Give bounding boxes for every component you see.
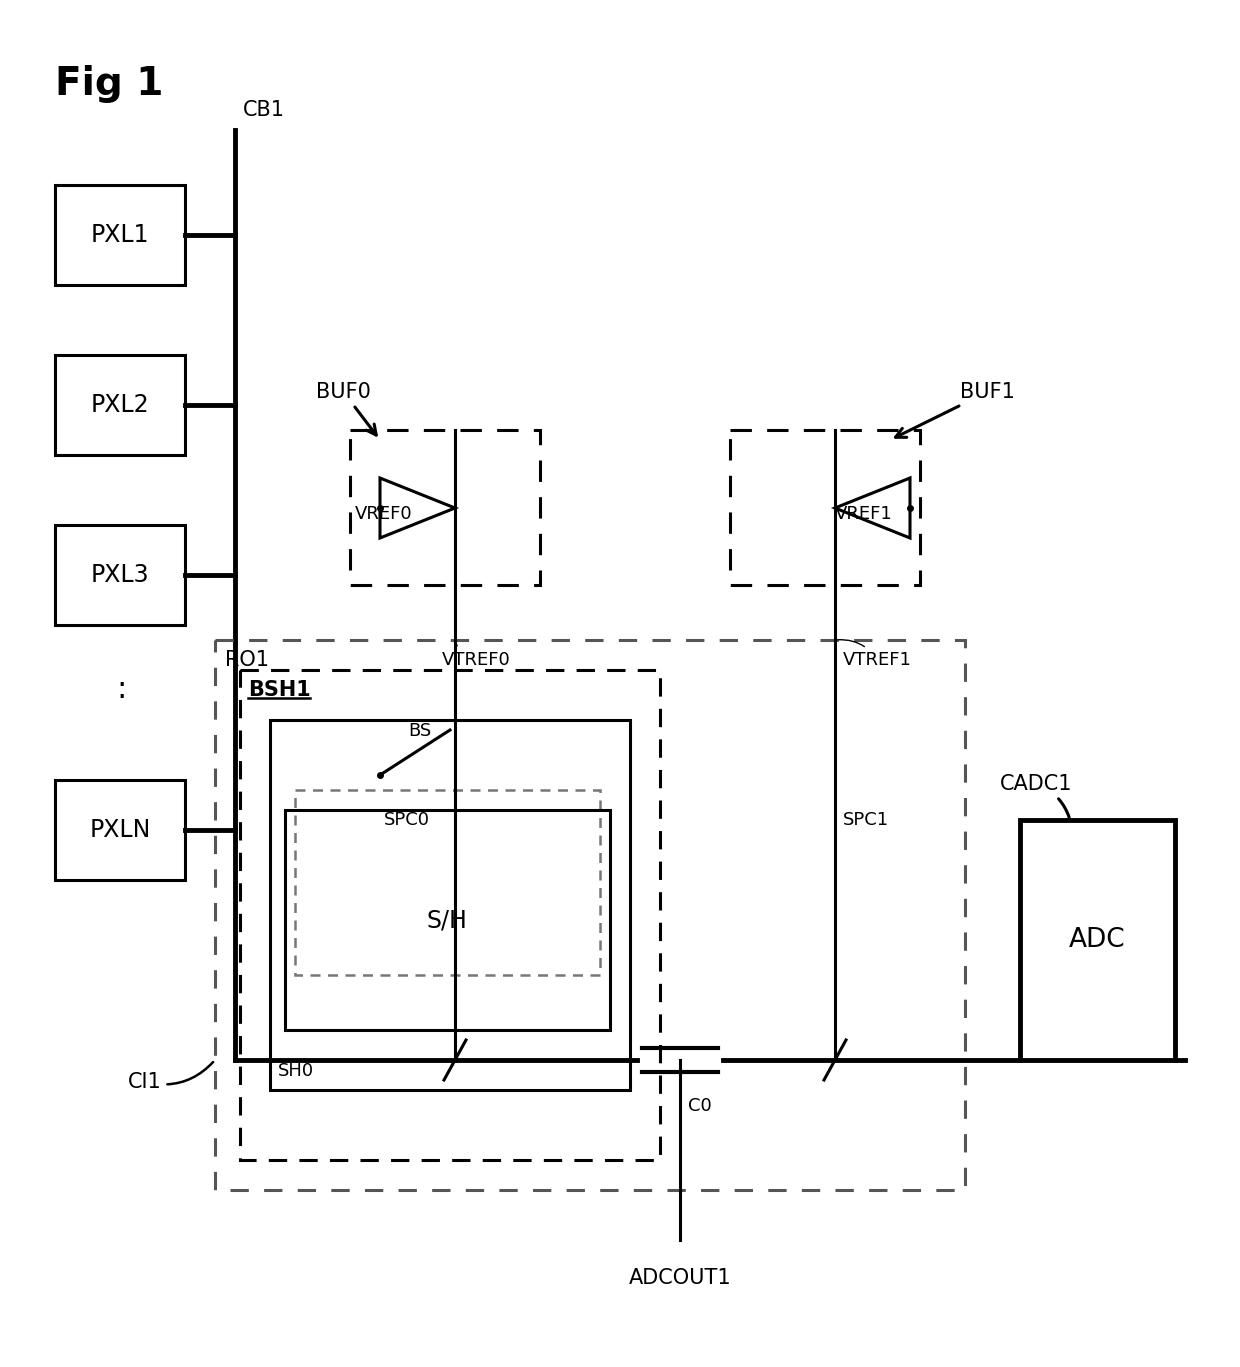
- Bar: [55, 781, 185, 880]
- Text: BSH1: BSH1: [248, 679, 311, 700]
- Text: SPC1: SPC1: [843, 811, 889, 828]
- Bar: [55, 185, 185, 284]
- Text: ADC: ADC: [1069, 927, 1126, 953]
- Text: BS: BS: [408, 722, 432, 740]
- Text: VTREF0: VTREF0: [441, 642, 511, 668]
- Text: CI1: CI1: [128, 1062, 213, 1092]
- Text: Fig 1: Fig 1: [55, 66, 164, 103]
- Bar: [350, 431, 539, 585]
- Text: PXLN: PXLN: [89, 817, 151, 842]
- Text: RO1: RO1: [224, 649, 269, 670]
- Text: PXL1: PXL1: [91, 223, 149, 247]
- Text: BUF1: BUF1: [895, 381, 1014, 437]
- Text: PXL2: PXL2: [91, 392, 149, 417]
- Text: VREF1: VREF1: [835, 504, 893, 524]
- Text: SH0: SH0: [278, 1062, 314, 1080]
- Bar: [55, 525, 185, 625]
- Bar: [55, 355, 185, 455]
- Text: CADC1: CADC1: [999, 774, 1073, 817]
- Text: :: :: [117, 675, 128, 704]
- Text: PXL3: PXL3: [91, 563, 149, 586]
- Text: VTREF1: VTREF1: [838, 640, 911, 668]
- Text: VREF0: VREF0: [355, 504, 413, 524]
- Bar: [295, 790, 600, 975]
- Bar: [730, 431, 920, 585]
- Bar: [241, 670, 660, 1161]
- Text: C0: C0: [688, 1096, 712, 1115]
- Bar: [1021, 820, 1176, 1059]
- Text: SPC0: SPC0: [384, 811, 430, 828]
- Text: BUF0: BUF0: [316, 381, 376, 435]
- Text: CB1: CB1: [243, 100, 285, 120]
- Text: ADCOUT1: ADCOUT1: [629, 1269, 732, 1288]
- Bar: [270, 720, 630, 1089]
- Bar: [285, 811, 610, 1029]
- Text: S/H: S/H: [427, 908, 467, 932]
- Bar: [215, 640, 965, 1191]
